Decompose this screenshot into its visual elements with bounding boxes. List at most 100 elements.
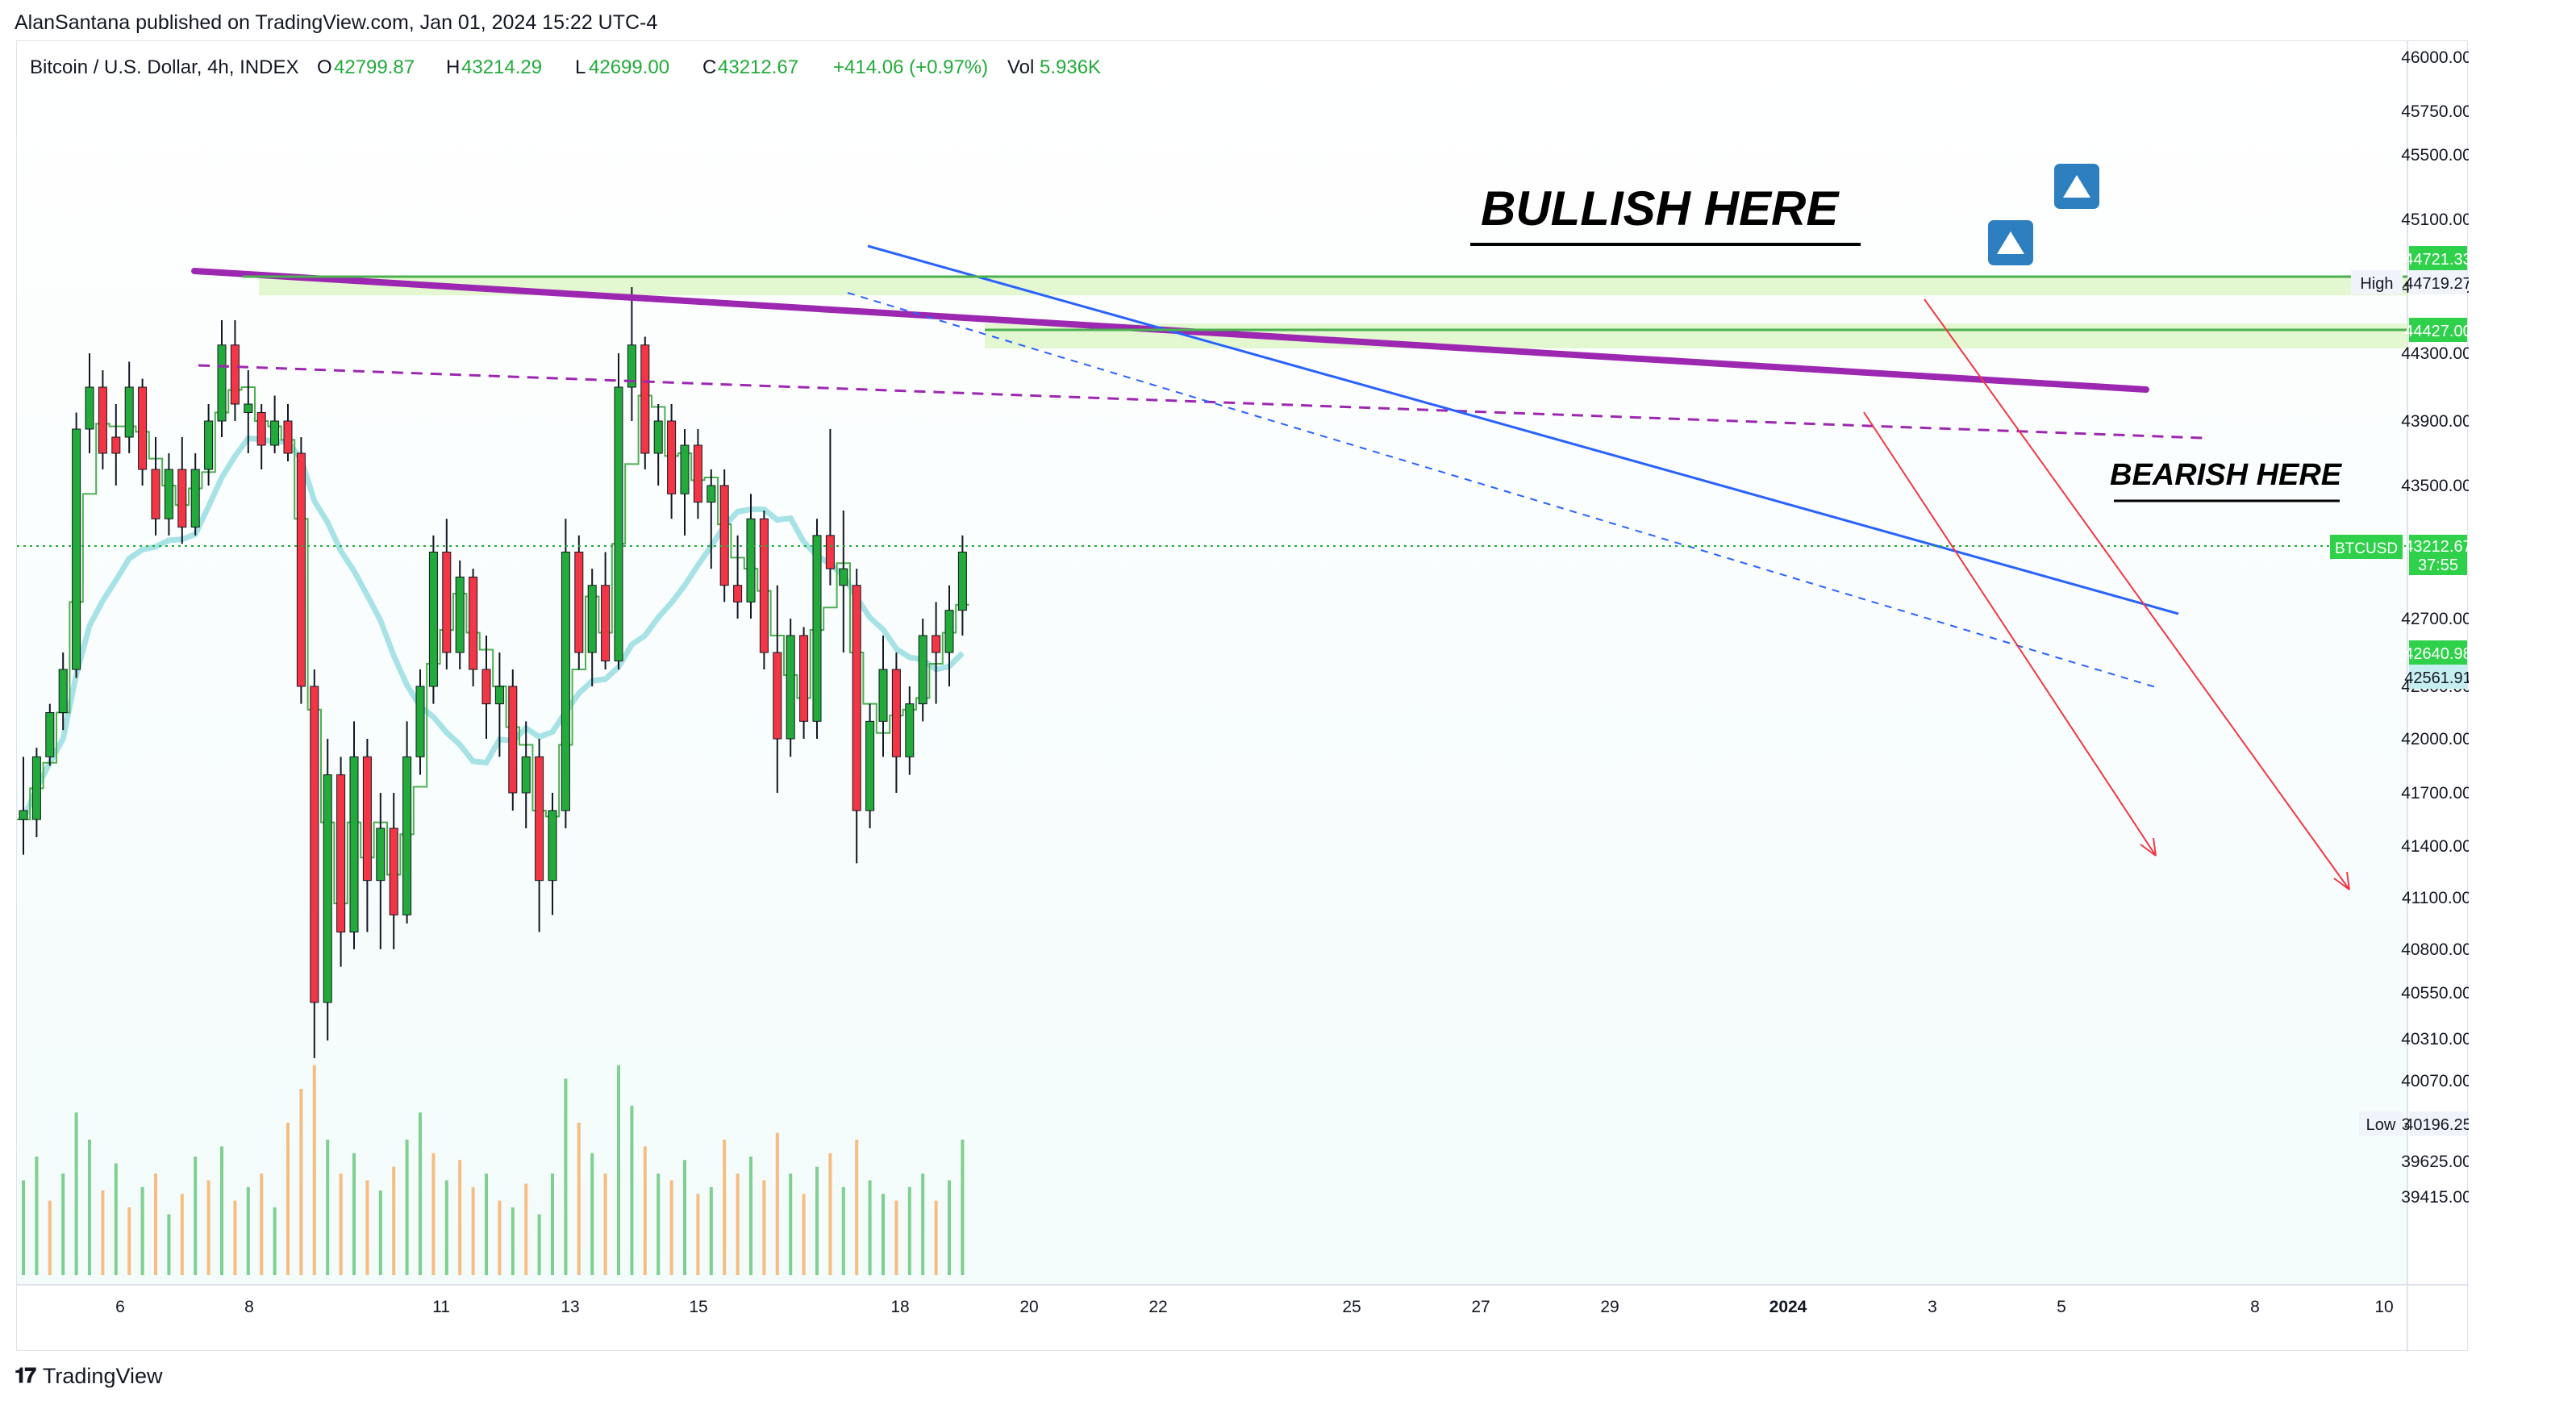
red-arrow-1[interactable] bbox=[1863, 411, 2157, 857]
legend-high-label: H bbox=[446, 56, 460, 78]
resistance-1-price-label: 44721.33 bbox=[2404, 246, 2469, 270]
candle bbox=[349, 721, 359, 949]
volume-bar bbox=[127, 1207, 131, 1275]
ma-fast-price-label: 42640.98 bbox=[2404, 640, 2469, 665]
price-tick-label: 45500.00 bbox=[2401, 146, 2469, 165]
volume-bar bbox=[709, 1186, 713, 1275]
price-tick-label: 40070.00 bbox=[2401, 1072, 2469, 1090]
candle bbox=[124, 361, 134, 453]
svg-text:40196.25: 40196.25 bbox=[2404, 1116, 2469, 1134]
time-tick-label: 22 bbox=[1148, 1298, 1167, 1316]
candle bbox=[31, 748, 41, 837]
candle bbox=[508, 669, 518, 811]
volume-bar bbox=[841, 1186, 845, 1275]
ma-slow-price-label: 42561.91 bbox=[2404, 665, 2469, 689]
volume-bar bbox=[511, 1207, 515, 1275]
price-tick-label: 39415.00 bbox=[2401, 1188, 2469, 1207]
candle bbox=[614, 353, 623, 669]
volume-bar bbox=[485, 1174, 488, 1275]
tradingview-logo[interactable]: 𝟏𝟕 TradingView bbox=[15, 1363, 163, 1389]
price-tick-label: 39625.00 bbox=[2401, 1153, 2469, 1171]
svg-text:High: High bbox=[2360, 275, 2393, 293]
candle bbox=[111, 404, 121, 486]
candle bbox=[773, 585, 782, 793]
volume-bar bbox=[194, 1157, 198, 1275]
candle bbox=[256, 404, 266, 469]
purple-dashed-trendline[interactable] bbox=[198, 364, 2203, 440]
svg-text:42640.98: 42640.98 bbox=[2404, 645, 2469, 663]
legend-low-value: 42699.00 bbox=[589, 56, 669, 78]
blue-trendline[interactable] bbox=[867, 244, 2179, 615]
bearish-annotation[interactable]: BEARISH HERE bbox=[2110, 458, 2343, 492]
volume-bar bbox=[907, 1186, 911, 1275]
volume-bar bbox=[683, 1160, 686, 1275]
candle bbox=[587, 569, 597, 686]
price-tick-label: 45750.00 bbox=[2401, 102, 2469, 121]
resistance-zone-2[interactable] bbox=[985, 323, 2407, 348]
volume-bar bbox=[643, 1146, 647, 1275]
candle bbox=[204, 404, 214, 486]
candle bbox=[746, 494, 756, 619]
price-tick-label: 42000.00 bbox=[2401, 730, 2469, 748]
time-axis[interactable]: 6 8 11 13 15 18 20 22 25 27 29 2024 3 5 8 10 bbox=[115, 1298, 2394, 1316]
red-arrow-2[interactable] bbox=[1924, 298, 2350, 890]
svg-text:44719.27: 44719.27 bbox=[2404, 275, 2469, 293]
tradingview-logo-text: TradingView bbox=[42, 1363, 163, 1388]
price-axis[interactable]: 46000.0045750.0045500.0045100.0044700.00… bbox=[2401, 48, 2469, 1207]
volume-bar bbox=[564, 1078, 568, 1275]
volume-bar bbox=[961, 1140, 965, 1275]
candle bbox=[402, 721, 412, 923]
svg-text:BTCUSD: BTCUSD bbox=[2335, 540, 2398, 557]
volume-bar bbox=[551, 1174, 554, 1275]
blue-dashed-trendline[interactable] bbox=[847, 292, 2159, 689]
chart-frame[interactable]: BULLISH HERE BEARISH HERE Bitcoin / U.S.… bbox=[16, 40, 2469, 1352]
symbol-tag: BTCUSD bbox=[2330, 535, 2403, 559]
slow-moving-average[interactable] bbox=[20, 435, 965, 821]
legend-close-label: C bbox=[702, 56, 716, 78]
candle bbox=[733, 535, 743, 619]
candle bbox=[85, 353, 94, 453]
volume-bar bbox=[617, 1065, 620, 1275]
time-tick-label: 15 bbox=[689, 1298, 707, 1316]
candle bbox=[521, 721, 531, 828]
volume-bar bbox=[921, 1174, 925, 1275]
volume-bar bbox=[815, 1166, 819, 1275]
candle bbox=[428, 535, 438, 704]
bullish-annotation[interactable]: BULLISH HERE bbox=[1481, 181, 1840, 236]
candle bbox=[138, 378, 148, 486]
time-tick-label: 3 bbox=[1928, 1298, 1937, 1316]
volume-bar bbox=[934, 1200, 938, 1275]
resistance-zone-1[interactable] bbox=[259, 277, 2407, 296]
volume-bar bbox=[48, 1200, 52, 1275]
volume-bar bbox=[88, 1140, 91, 1275]
volume-bar bbox=[657, 1174, 661, 1275]
candle bbox=[217, 320, 227, 437]
volume-bar bbox=[603, 1174, 607, 1275]
volume-bar bbox=[206, 1180, 210, 1275]
time-tick-label: 18 bbox=[890, 1298, 909, 1316]
candle bbox=[601, 552, 611, 669]
volume-bar bbox=[802, 1194, 806, 1275]
volume-bar bbox=[855, 1140, 859, 1275]
price-tick-label: 40550.00 bbox=[2401, 984, 2469, 1003]
time-tick-label: 8 bbox=[2250, 1298, 2260, 1316]
arrow-up-marker-1[interactable] bbox=[1988, 220, 2033, 265]
candle bbox=[535, 739, 544, 932]
volume-bar bbox=[312, 1065, 316, 1275]
candle bbox=[786, 619, 795, 757]
volume-bar bbox=[723, 1140, 727, 1275]
volume-bar bbox=[405, 1140, 409, 1275]
ohlc-legend: Bitcoin / U.S. Dollar, 4h, INDEX O 42799… bbox=[30, 56, 1101, 78]
price-chart[interactable]: BULLISH HERE BEARISH HERE Bitcoin / U.S.… bbox=[17, 41, 2469, 1352]
price-tick-label: 41700.00 bbox=[2401, 784, 2469, 803]
volume-bar bbox=[894, 1200, 898, 1275]
volume-bar bbox=[392, 1166, 396, 1275]
candles bbox=[19, 287, 967, 1058]
tradingview-logo-icon: 𝟏𝟕 bbox=[15, 1363, 36, 1387]
candle bbox=[693, 429, 702, 519]
svg-text:42561.91: 42561.91 bbox=[2404, 669, 2469, 687]
volume-bar bbox=[577, 1123, 581, 1275]
volume-bar bbox=[590, 1153, 594, 1275]
candle bbox=[376, 793, 386, 949]
arrow-up-marker-2[interactable] bbox=[2054, 164, 2099, 209]
